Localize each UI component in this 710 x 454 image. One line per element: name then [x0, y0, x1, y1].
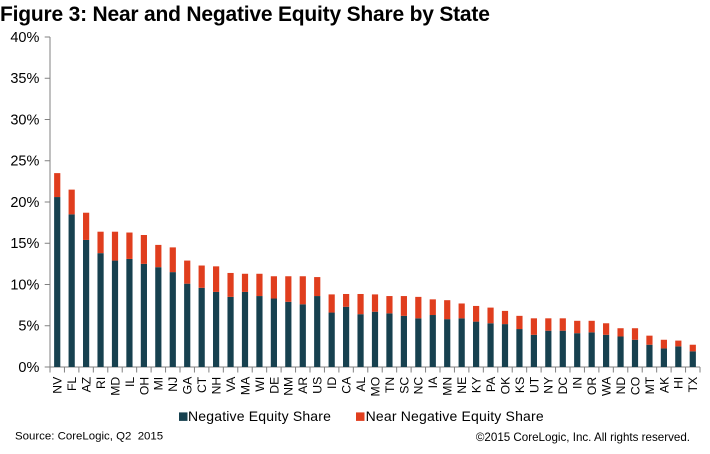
svg-text:40%: 40%	[10, 30, 39, 46]
svg-text:30%: 30%	[10, 112, 39, 128]
svg-text:Source: CoreLogic, Q2 2015: Source: CoreLogic, Q2 2015	[15, 431, 163, 443]
svg-text:AK: AK	[657, 377, 671, 393]
svg-text:10%: 10%	[10, 277, 39, 293]
svg-text:CO: CO	[628, 377, 642, 395]
svg-text:KY: KY	[470, 377, 484, 393]
svg-text:NV: NV	[51, 376, 65, 394]
svg-text:AR: AR	[296, 377, 310, 394]
svg-text:35%: 35%	[10, 71, 39, 87]
svg-text:DC: DC	[556, 377, 570, 395]
svg-text:WI: WI	[253, 377, 267, 392]
svg-text:OR: OR	[585, 377, 599, 395]
svg-text:FL: FL	[65, 377, 79, 391]
svg-text:TX: TX	[686, 377, 700, 393]
svg-text:NC: NC	[412, 377, 426, 395]
svg-text:OK: OK	[498, 377, 512, 395]
svg-text:CT: CT	[195, 376, 209, 393]
svg-text:UT: UT	[527, 376, 541, 393]
svg-text:KS: KS	[513, 377, 527, 393]
svg-text:MO: MO	[368, 377, 382, 397]
svg-text:MT: MT	[643, 376, 657, 394]
svg-text:Figure 3: Near and Negative Eq: Figure 3: Near and Negative Equity Share…	[0, 3, 490, 26]
svg-text:WA: WA	[600, 376, 614, 396]
svg-text:IA: IA	[426, 376, 440, 388]
svg-text:ID: ID	[325, 377, 339, 389]
svg-text:HI: HI	[672, 377, 686, 389]
svg-text:MA: MA	[238, 376, 252, 395]
svg-text:NJ: NJ	[166, 377, 180, 392]
svg-text:PA: PA	[484, 376, 498, 392]
svg-text:VA: VA	[224, 376, 238, 392]
svg-text:CA: CA	[340, 376, 354, 394]
svg-text:AZ: AZ	[80, 376, 94, 392]
svg-text:GA: GA	[181, 376, 195, 394]
svg-text:MN: MN	[441, 377, 455, 396]
svg-text:15%: 15%	[10, 236, 39, 252]
svg-text:ND: ND	[614, 377, 628, 395]
svg-text:Negative Equity Share: Negative Equity Share	[188, 408, 331, 424]
svg-text:Near Negative Equity Share: Near Negative Equity Share	[366, 408, 544, 424]
svg-text:5%: 5%	[18, 319, 39, 335]
svg-text:SC: SC	[397, 377, 411, 394]
svg-text:US: US	[311, 377, 325, 394]
svg-text:OH: OH	[137, 377, 151, 395]
svg-text:DE: DE	[267, 377, 281, 394]
svg-text:RI: RI	[94, 377, 108, 389]
svg-text:NH: NH	[210, 377, 224, 395]
svg-text:MD: MD	[108, 377, 122, 396]
svg-text:25%: 25%	[10, 154, 39, 170]
svg-text:TN: TN	[383, 377, 397, 393]
svg-text:IN: IN	[571, 377, 585, 389]
svg-text:©2015 CoreLogic, Inc. All righ: ©2015 CoreLogic, Inc. All rights reserve…	[476, 431, 690, 444]
svg-text:20%: 20%	[10, 195, 39, 211]
svg-text:NE: NE	[455, 377, 469, 394]
svg-text:0%: 0%	[18, 360, 39, 376]
svg-text:NY: NY	[542, 377, 556, 394]
svg-text:MI: MI	[152, 377, 166, 391]
svg-text:NM: NM	[282, 377, 296, 396]
svg-text:AL: AL	[354, 377, 368, 392]
svg-text:IL: IL	[123, 377, 137, 387]
